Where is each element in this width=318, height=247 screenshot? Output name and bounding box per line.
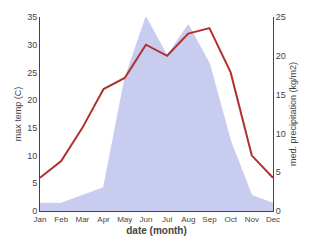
svg-text:Apr: Apr [97, 215, 110, 224]
svg-text:0: 0 [32, 206, 37, 216]
svg-text:Sep: Sep [202, 215, 217, 224]
svg-text:20: 20 [27, 95, 37, 105]
svg-text:date (month): date (month) [126, 225, 187, 236]
svg-text:Feb: Feb [54, 215, 68, 224]
svg-text:Mar: Mar [75, 215, 89, 224]
svg-text:15: 15 [276, 90, 286, 100]
svg-text:Oct: Oct [224, 215, 237, 224]
svg-text:5: 5 [32, 178, 37, 188]
svg-text:20: 20 [276, 51, 286, 61]
svg-text:May: May [117, 215, 132, 224]
svg-text:25: 25 [276, 12, 286, 22]
svg-text:35: 35 [27, 12, 37, 22]
svg-text:Jul: Jul [162, 215, 172, 224]
svg-text:25: 25 [27, 68, 37, 78]
svg-text:10: 10 [27, 151, 37, 161]
svg-text:0: 0 [276, 206, 281, 216]
svg-text:max temp (C): max temp (C) [13, 87, 23, 142]
svg-text:Dec: Dec [266, 215, 280, 224]
svg-text:med. precipitation (kg/m2): med. precipitation (kg/m2) [288, 62, 298, 166]
svg-text:15: 15 [27, 123, 37, 133]
svg-text:30: 30 [27, 40, 37, 50]
svg-text:Jan: Jan [34, 215, 47, 224]
svg-text:5: 5 [276, 167, 281, 177]
svg-text:Aug: Aug [181, 215, 195, 224]
svg-text:Nov: Nov [245, 215, 259, 224]
svg-text:10: 10 [276, 129, 286, 139]
svg-text:Jun: Jun [139, 215, 152, 224]
